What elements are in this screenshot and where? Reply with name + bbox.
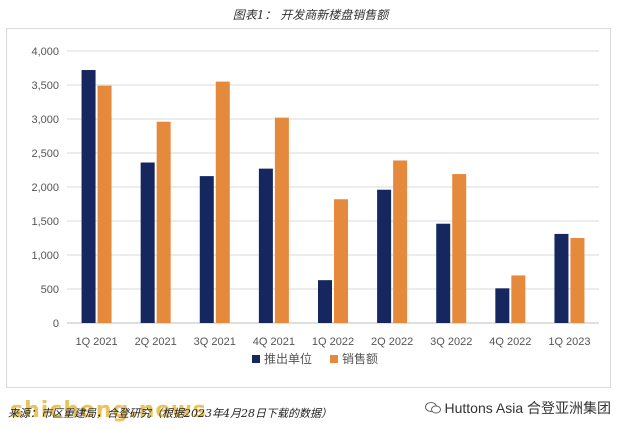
bar-series1 — [436, 223, 451, 323]
legend-swatch — [330, 355, 338, 363]
x-tick-label: 2Q 2022 — [371, 336, 413, 348]
bar-chart: 05001,0001,5002,0002,5003,0003,5004,000 … — [31, 46, 599, 366]
legend: 推出单位 销售额 — [252, 351, 378, 366]
x-tick-label: 2Q 2021 — [135, 336, 177, 348]
bar-series2 — [452, 174, 467, 323]
x-axis-ticks: 1Q 2021 2Q 2021 3Q 2021 4Q 2021 1Q 2022 2Q 20… — [75, 336, 590, 348]
wechat-icon — [424, 402, 441, 414]
bar-series2 — [97, 85, 112, 324]
bar-series1 — [318, 280, 332, 323]
bar-series2 — [274, 117, 289, 323]
x-tick-label: 4Q 2022 — [489, 336, 531, 348]
x-tick-label: 1Q 2023 — [548, 336, 590, 348]
legend-swatch — [252, 355, 260, 363]
y-axis-ticks: 0 500 1,000 1,500 2,000 2,500 3,000 3,500 4,000 — [31, 46, 59, 330]
chart-title: 图表1： 开发商新楼盘销售额 — [232, 8, 389, 22]
y-tick-label: 500 — [41, 284, 59, 296]
bar-series1 — [199, 176, 214, 323]
bar-series2 — [511, 275, 526, 323]
bar-series1 — [81, 70, 96, 323]
legend-label: 推出单位 — [264, 351, 312, 366]
x-tick-label: 4Q 2021 — [253, 336, 295, 348]
x-tick-label: 3Q 2022 — [430, 336, 472, 348]
y-tick-label: 3,500 — [31, 80, 59, 92]
brand-label: Huttons Asia 合登亚洲集团 — [424, 398, 612, 418]
y-tick-label: 2,500 — [31, 148, 59, 160]
watermark-text: shicheng.news — [10, 398, 207, 423]
x-tick-label: 1Q 2021 — [75, 336, 117, 348]
bar-series2 — [215, 81, 230, 323]
bar-series2 — [570, 238, 585, 323]
x-tick-label: 3Q 2021 — [194, 336, 236, 348]
bar-series1 — [495, 288, 510, 323]
y-tick-label: 1,500 — [31, 216, 59, 228]
legend-label: 销售额 — [342, 351, 378, 366]
bars — [81, 70, 585, 324]
bar-series1 — [140, 162, 155, 323]
y-tick-label: 1,000 — [31, 250, 59, 262]
chart-frame: 0 500 1,000 1,500 2,000 2,500 3,000 3,500 4,000 … — [6, 28, 611, 388]
source-note: 来源：市区重建局，合登研究（根据2023年4月28日下载的数据） — [8, 407, 332, 420]
bar-series1 — [377, 189, 392, 323]
y-tick-label: 2,000 — [31, 182, 59, 194]
bar-series1 — [258, 168, 273, 323]
brand-text: Huttons Asia 合登亚洲集团 — [444, 400, 612, 416]
x-tick-label: 1Q 2022 — [312, 336, 354, 348]
gridlines — [67, 50, 599, 324]
bar-series1 — [554, 233, 569, 323]
y-tick-label: 0 — [53, 318, 59, 330]
bar-series2 — [156, 121, 171, 323]
y-tick-label: 3,000 — [31, 114, 59, 126]
bar-series2 — [334, 199, 348, 323]
y-tick-label: 4,000 — [31, 46, 59, 58]
bar-series2 — [393, 160, 408, 323]
